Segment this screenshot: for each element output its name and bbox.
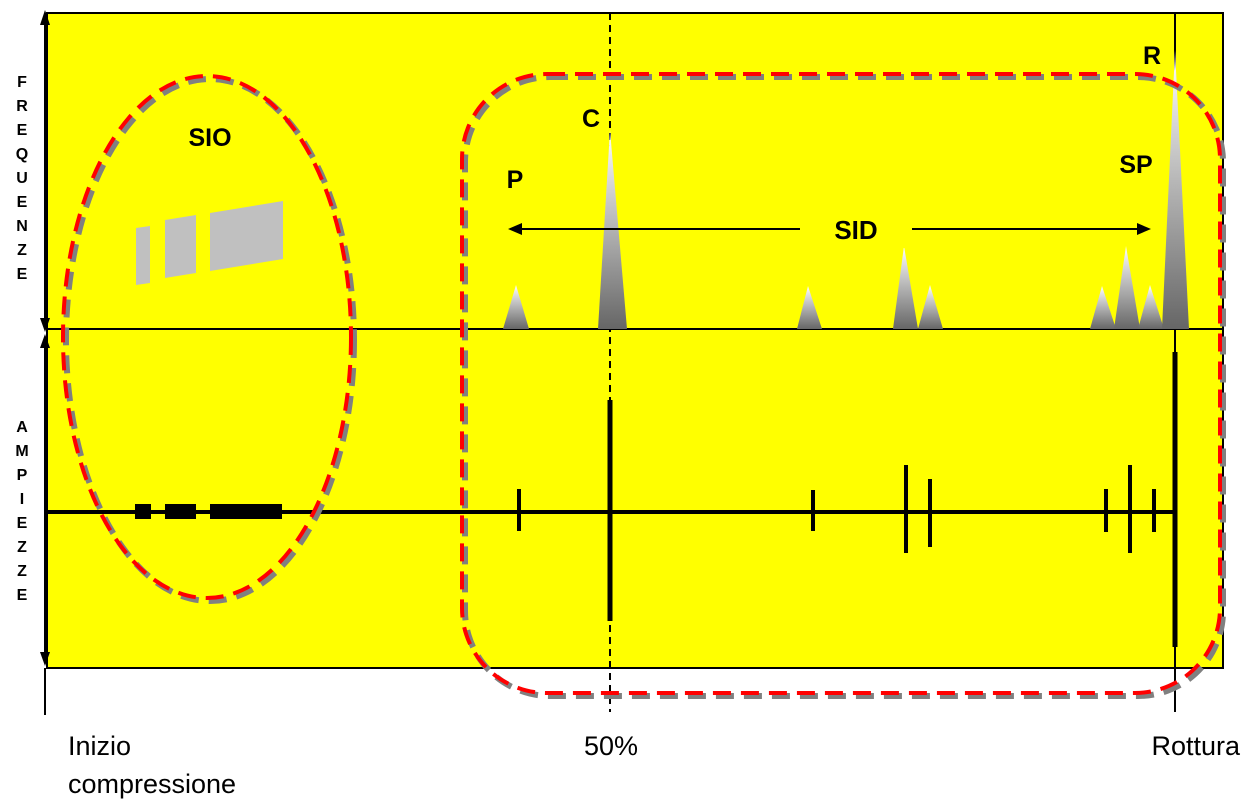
x-label-middle: 50% bbox=[584, 731, 638, 761]
label-p: P bbox=[507, 166, 524, 194]
peak-small-4 bbox=[1090, 286, 1116, 329]
peak-small-2 bbox=[893, 246, 918, 329]
peak-p bbox=[503, 285, 529, 329]
sid-rounded-rect bbox=[460, 72, 1226, 699]
x-label-end: Rottura bbox=[1151, 731, 1241, 761]
amplitude-events bbox=[47, 352, 1178, 647]
x-label-start-line2: compressione bbox=[68, 769, 236, 799]
label-r: R bbox=[1143, 42, 1161, 70]
left-axis bbox=[40, 10, 50, 715]
peak-small-1 bbox=[797, 286, 822, 329]
amplitude-panel bbox=[46, 328, 1224, 669]
label-sid: SID bbox=[834, 215, 877, 245]
peak-small-5 bbox=[1114, 246, 1140, 329]
sio-rectangles bbox=[136, 201, 283, 285]
sid-label-bg bbox=[803, 210, 909, 248]
peak-r bbox=[1162, 50, 1189, 329]
x-label-start-line1: Inizio bbox=[68, 731, 131, 761]
peak-small-6 bbox=[1138, 285, 1164, 329]
label-sio: SIO bbox=[188, 124, 231, 152]
frequency-panel bbox=[46, 12, 1224, 330]
label-c: C bbox=[582, 105, 600, 133]
label-sp: SP bbox=[1119, 151, 1152, 179]
sid-arrow bbox=[508, 223, 1151, 235]
sio-ellipse bbox=[61, 74, 357, 604]
peak-small-3 bbox=[918, 285, 943, 329]
